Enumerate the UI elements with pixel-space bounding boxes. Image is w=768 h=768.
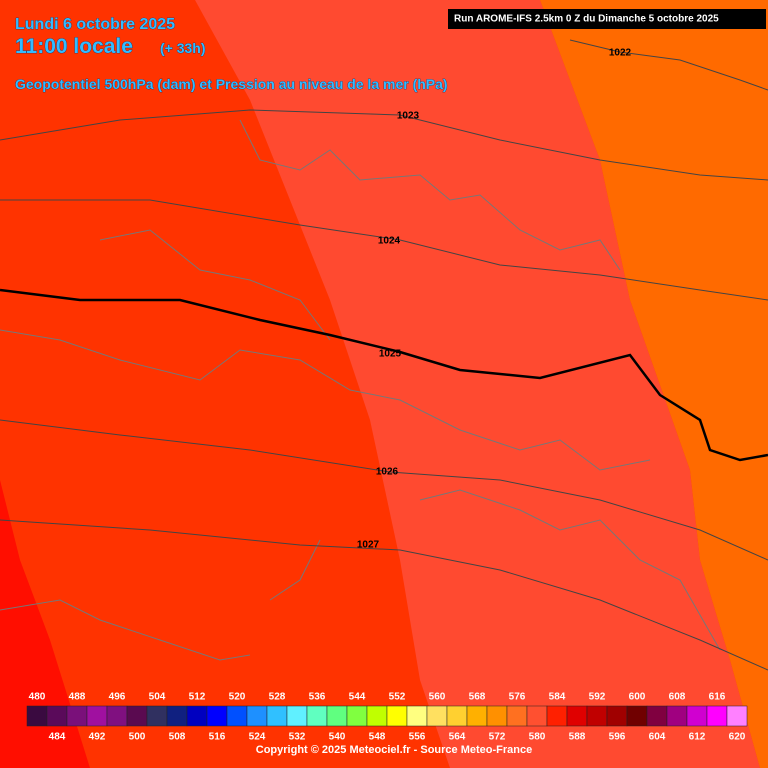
lead-time: (+ 33h) (160, 40, 206, 56)
isobar-lines (0, 39, 768, 671)
scale-label: 500 (129, 732, 146, 743)
scale-swatch (46, 705, 68, 727)
scale-label: 568 (469, 692, 486, 703)
scale-label: 564 (449, 732, 466, 743)
field-band (195, 0, 760, 768)
scale-label: 552 (389, 692, 406, 703)
scale-swatch (66, 705, 88, 727)
scale-label: 532 (289, 732, 306, 743)
scale-label: 580 (529, 732, 546, 743)
scale-swatch (286, 705, 308, 727)
scale-label: 616 (709, 692, 726, 703)
scale-swatch (26, 705, 48, 727)
scale-label: 592 (589, 692, 606, 703)
scale-swatch (226, 705, 248, 727)
scale-swatch (406, 705, 428, 727)
date: Lundi 6 octobre 2025 (15, 16, 175, 33)
scale-swatch (646, 705, 668, 727)
scale-label: 488 (69, 692, 86, 703)
scale-label: 524 (249, 732, 266, 743)
scale-label: 480 (29, 692, 46, 703)
scale-swatch (706, 705, 728, 727)
isobar-1025 (0, 288, 768, 462)
scale-swatch (686, 705, 708, 727)
scale-label: 512 (189, 692, 206, 703)
scale-swatch (526, 705, 548, 727)
scale-swatch (426, 705, 448, 727)
scale-swatch (546, 705, 568, 727)
scale-label: 596 (609, 732, 626, 743)
scale-label: 612 (689, 732, 706, 743)
scale-swatch (146, 705, 168, 727)
scale-label: 600 (629, 692, 646, 703)
scale-swatch (166, 705, 188, 727)
scale-label: 492 (89, 732, 106, 743)
scale-label: 536 (309, 692, 326, 703)
scale-swatch (366, 705, 388, 727)
scale-label: 496 (109, 692, 126, 703)
scale-swatch (506, 705, 528, 727)
scale-label: 508 (169, 732, 186, 743)
scale-label: 528 (269, 692, 286, 703)
isobar-label: 1023 (397, 111, 420, 122)
scale-label: 504 (149, 692, 166, 703)
scale-swatch (666, 705, 688, 727)
scale-swatch (586, 705, 608, 727)
scale-swatch (346, 705, 368, 727)
field-band (0, 480, 90, 768)
run-info: Run AROME-IFS 2.5km 0 Z du Dimanche 5 oc… (454, 14, 719, 25)
scale-label: 588 (569, 732, 586, 743)
copyright: Copyright © 2025 Meteociel.fr - Source M… (256, 744, 532, 756)
scale-swatch (126, 705, 148, 727)
scale-label: 556 (409, 732, 426, 743)
scale-swatch (726, 705, 748, 727)
scale-label: 584 (549, 692, 566, 703)
isobar-label: 1027 (357, 540, 380, 551)
time: 11:00 locale (15, 35, 133, 58)
scale-swatch (466, 705, 488, 727)
scale-swatch (386, 705, 408, 727)
subtitle: Geopotentiel 500hPa (dam) et Pression au… (15, 76, 448, 92)
scale-swatch (606, 705, 628, 727)
scale-label: 560 (429, 692, 446, 703)
scale-swatch (86, 705, 108, 727)
scale-label: 604 (649, 732, 666, 743)
scale-label: 544 (349, 692, 366, 703)
borders (0, 119, 721, 661)
scale-swatch (626, 705, 648, 727)
scale-label: 520 (229, 692, 246, 703)
scale-swatch (446, 705, 468, 727)
isobar-label: 1024 (378, 236, 401, 247)
scale-swatch (246, 705, 268, 727)
isobar-label: 1025 (379, 349, 402, 360)
scale-label: 576 (509, 692, 526, 703)
scale-label: 516 (209, 732, 226, 743)
scale-swatch (306, 705, 328, 727)
scale-label: 484 (49, 732, 66, 743)
scale-label: 572 (489, 732, 506, 743)
run-box (448, 9, 766, 29)
scale-swatch (206, 705, 228, 727)
scale-swatch (266, 705, 288, 727)
scale-swatch (486, 705, 508, 727)
isobar-label: 1026 (376, 467, 399, 478)
scale-swatch (186, 705, 208, 727)
field-band (540, 0, 768, 768)
scale-swatch (566, 705, 588, 727)
scale-label: 608 (669, 692, 686, 703)
scale-swatch (326, 705, 348, 727)
isobar-label: 1022 (609, 48, 632, 59)
scale-label: 548 (369, 732, 386, 743)
scale-swatch (106, 705, 128, 727)
scale-label: 620 (729, 732, 746, 743)
scale-label: 540 (329, 732, 346, 743)
